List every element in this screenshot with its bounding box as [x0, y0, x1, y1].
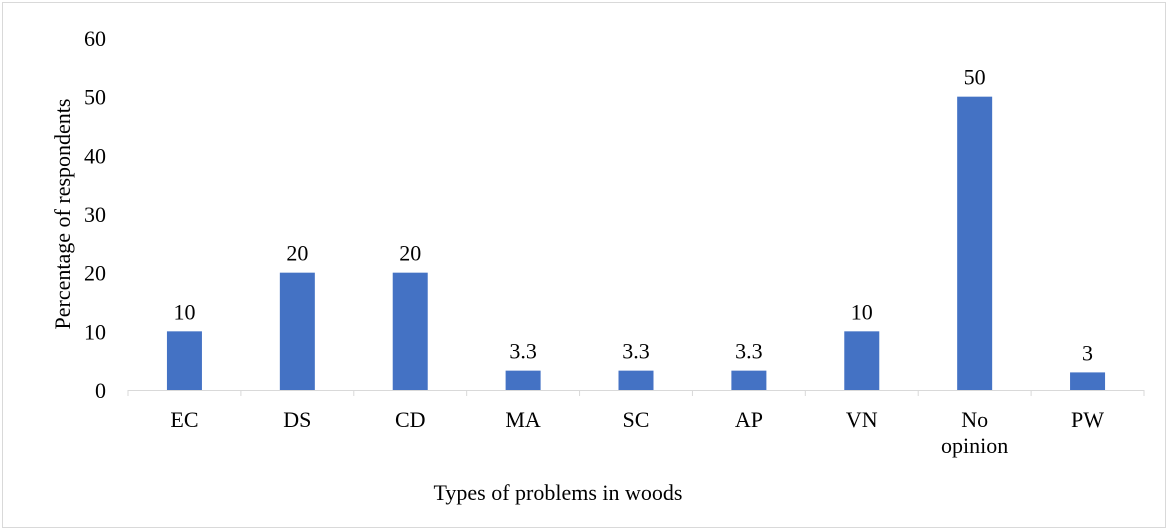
x-tick-label: EC: [170, 407, 198, 432]
x-tick-label: SC: [623, 407, 650, 432]
y-tick-label: 20: [84, 261, 106, 286]
bar: [1070, 372, 1106, 390]
bar: [618, 370, 654, 390]
x-tick-label: AP: [735, 407, 763, 432]
y-tick-label: 60: [84, 26, 106, 51]
data-label: 50: [964, 65, 986, 90]
bar: [166, 331, 202, 390]
data-label: 20: [286, 241, 308, 266]
x-tick-label: PW: [1071, 407, 1104, 432]
data-label: 3: [1082, 340, 1093, 365]
data-label: 3.3: [622, 339, 650, 364]
y-tick-label: 40: [84, 143, 106, 168]
bars: [166, 96, 1106, 391]
data-label: 20: [399, 241, 421, 266]
data-label: 10: [851, 299, 873, 324]
y-axis-title: Percentage of respondents: [50, 99, 75, 330]
x-axis-ticks: EC DS CD MA SC AP VN No opinion PW: [170, 407, 1104, 458]
data-labels: 10 20 20 3.3 3.3 3.3 10 50 3: [173, 65, 1093, 366]
bar: [844, 331, 880, 390]
x-axis-title: Types of problems in woods: [434, 480, 683, 505]
x-tick-label: CD: [395, 407, 426, 432]
bar: [392, 272, 428, 390]
bar: [505, 370, 541, 390]
y-tick-label: 10: [84, 319, 106, 344]
data-label: 3.3: [509, 339, 537, 364]
bar: [279, 272, 315, 390]
bar: [957, 96, 993, 391]
x-tick-label: VN: [846, 407, 878, 432]
x-tick-label: DS: [283, 407, 311, 432]
x-tick-label: MA: [505, 407, 541, 432]
y-axis-ticks: 0 10 20 30 40 50 60: [84, 26, 106, 403]
x-tick-label: No opinion: [941, 407, 1008, 458]
data-label: 10: [173, 299, 195, 324]
y-tick-label: 30: [84, 202, 106, 227]
y-tick-label: 0: [95, 378, 106, 403]
data-label: 3.3: [735, 339, 763, 364]
bar: [731, 370, 767, 390]
y-tick-label: 50: [84, 85, 106, 110]
x-axis: [127, 390, 1145, 396]
